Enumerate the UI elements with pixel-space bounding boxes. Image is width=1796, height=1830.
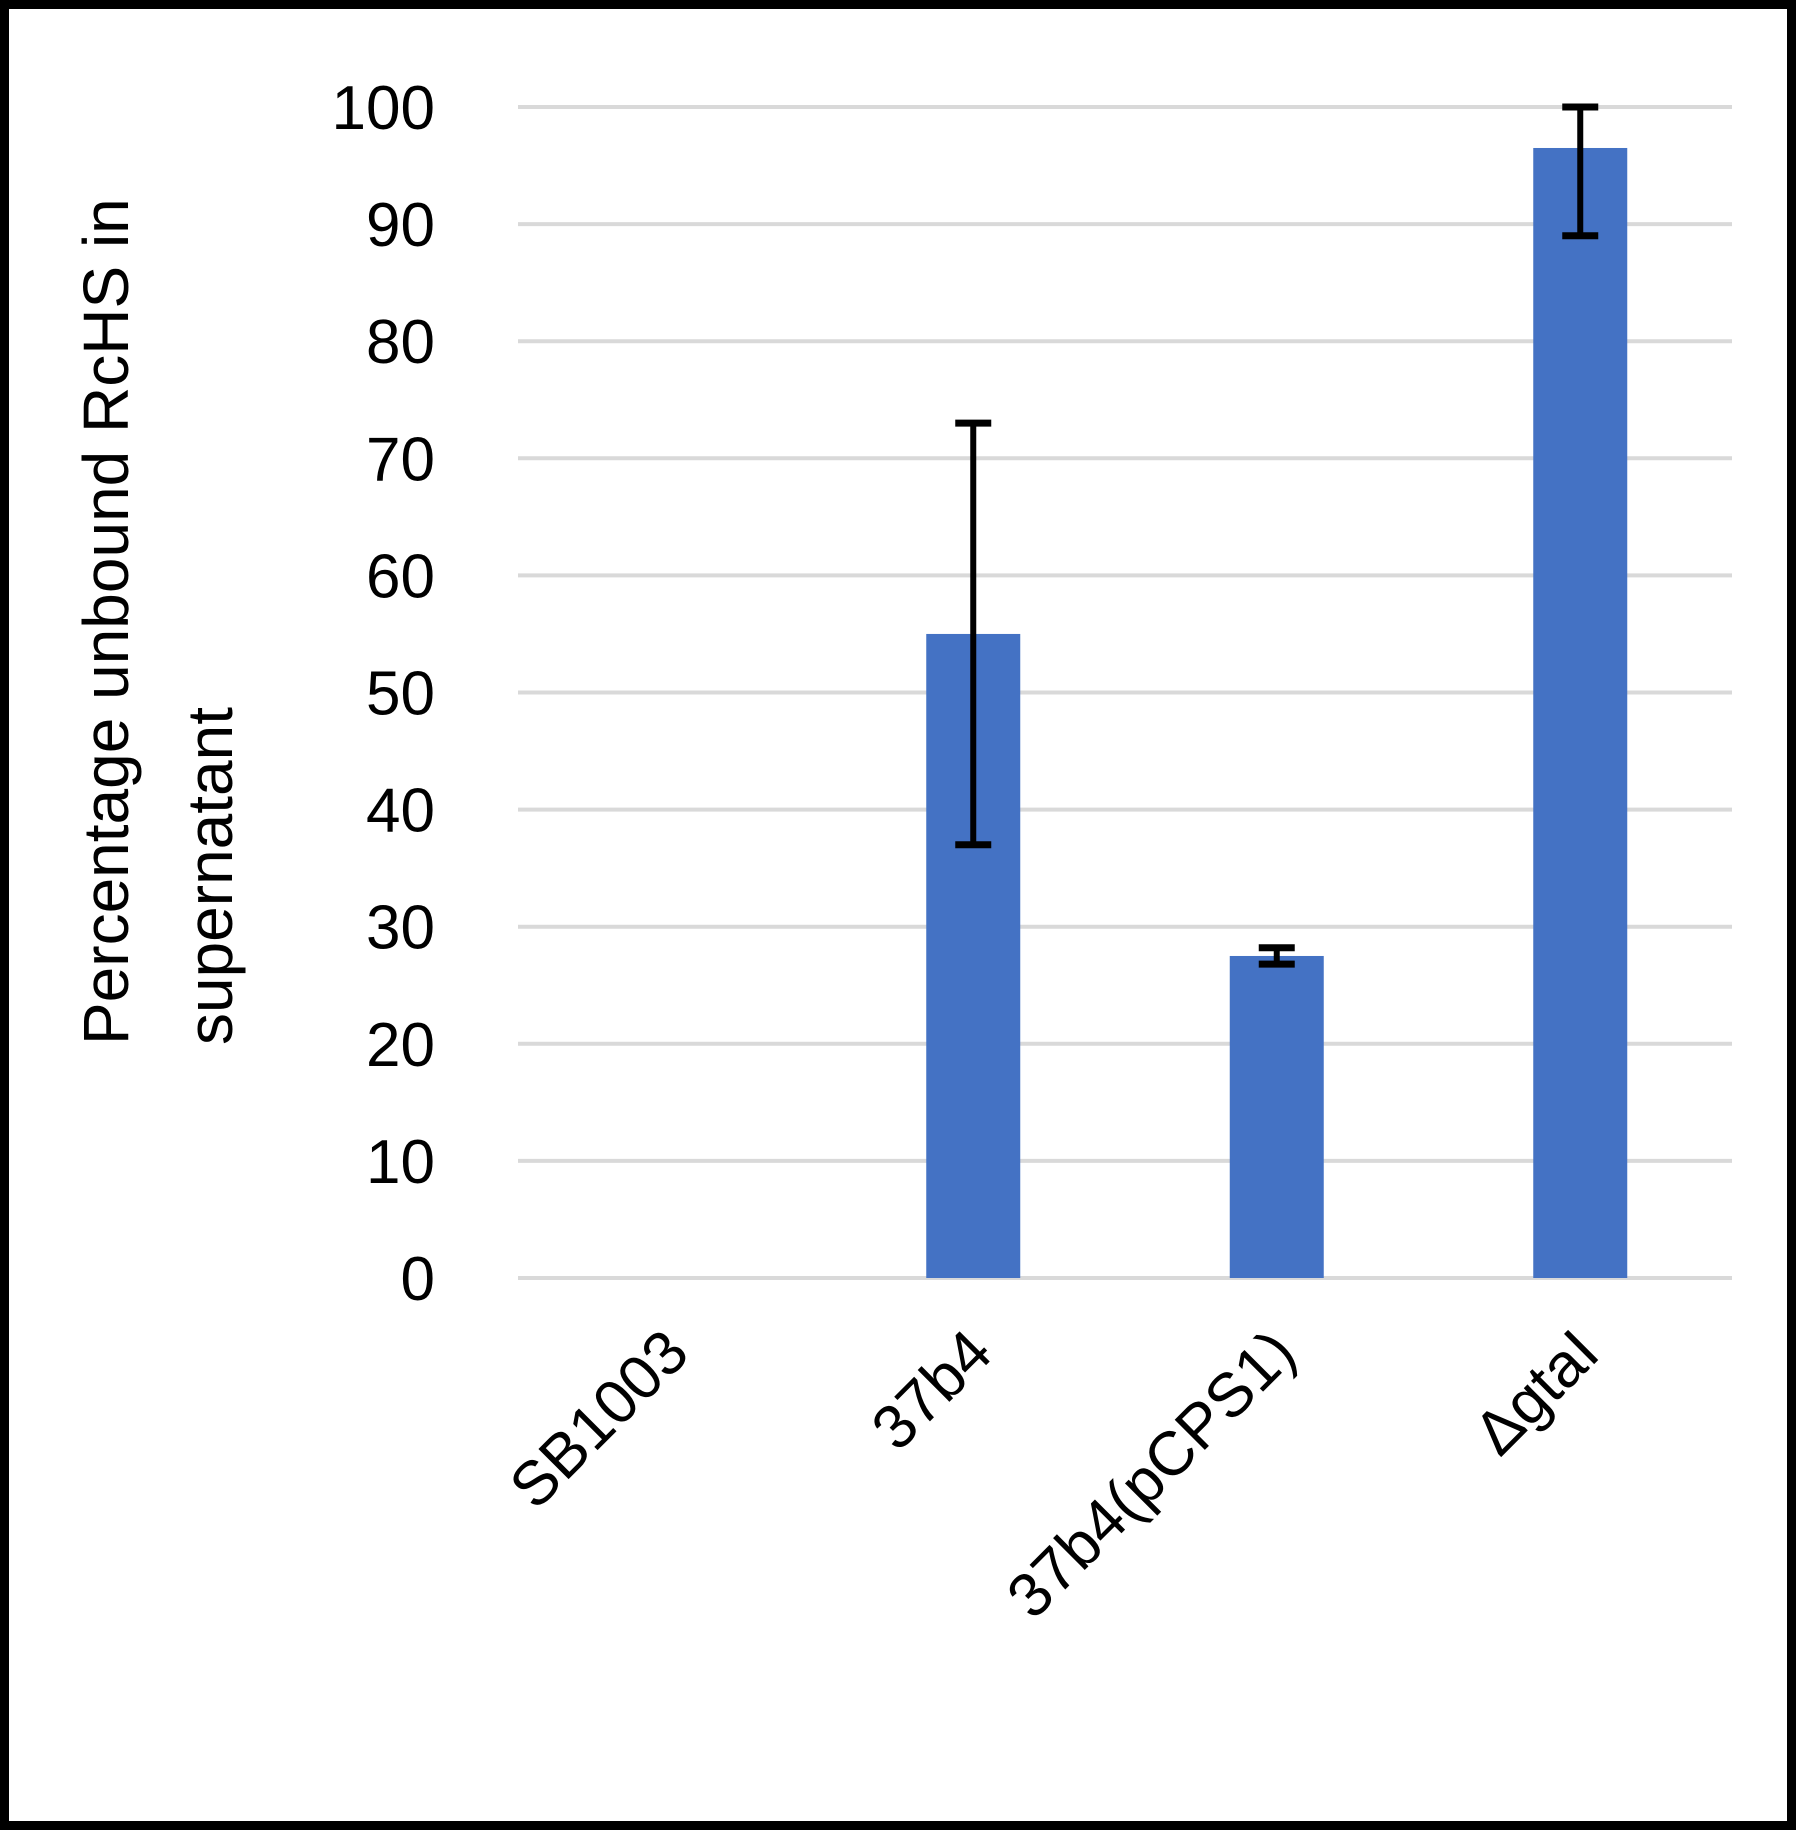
y-tick-label-50: 50 xyxy=(366,660,435,729)
error-bar-3 xyxy=(1562,103,1599,240)
x-category-label-1: 37b4 xyxy=(859,1317,1005,1463)
y-tick-label-60: 60 xyxy=(366,542,435,611)
gridlines xyxy=(518,105,1732,1280)
y-tick-label-30: 30 xyxy=(366,894,435,963)
y-axis-title: Percentage unbound RcHS in supernatant xyxy=(70,198,246,1045)
error-bar-1 xyxy=(955,419,992,849)
x-category-label-3: ΔgtaI xyxy=(1461,1317,1612,1468)
y-tick-label-40: 40 xyxy=(366,777,435,846)
y-tick-label-90: 90 xyxy=(366,191,435,260)
x-category-label-0: SB1003 xyxy=(497,1317,702,1522)
bar-3 xyxy=(1533,147,1628,1279)
bars xyxy=(926,147,1628,1279)
y-tick-label-70: 70 xyxy=(366,425,435,494)
error-bar-2 xyxy=(1258,944,1295,968)
y-tick-label-20: 20 xyxy=(366,1011,435,1080)
bar-2 xyxy=(1229,955,1324,1278)
y-axis-title-line-1: Percentage unbound RcHS in xyxy=(70,198,142,1045)
y-axis-ticks: 0 10 20 30 40 50 60 70 80 90 100 xyxy=(332,74,435,1314)
x-category-label-2: 37b4(pCPS1) xyxy=(994,1317,1308,1631)
y-tick-label-10: 10 xyxy=(366,1128,435,1197)
y-tick-label-80: 80 xyxy=(366,308,435,377)
y-axis-title-line-2: supernatant xyxy=(174,707,246,1045)
y-tick-label-0: 0 xyxy=(401,1245,435,1314)
error-bars xyxy=(955,103,1599,968)
y-tick-label-100: 100 xyxy=(332,74,435,143)
